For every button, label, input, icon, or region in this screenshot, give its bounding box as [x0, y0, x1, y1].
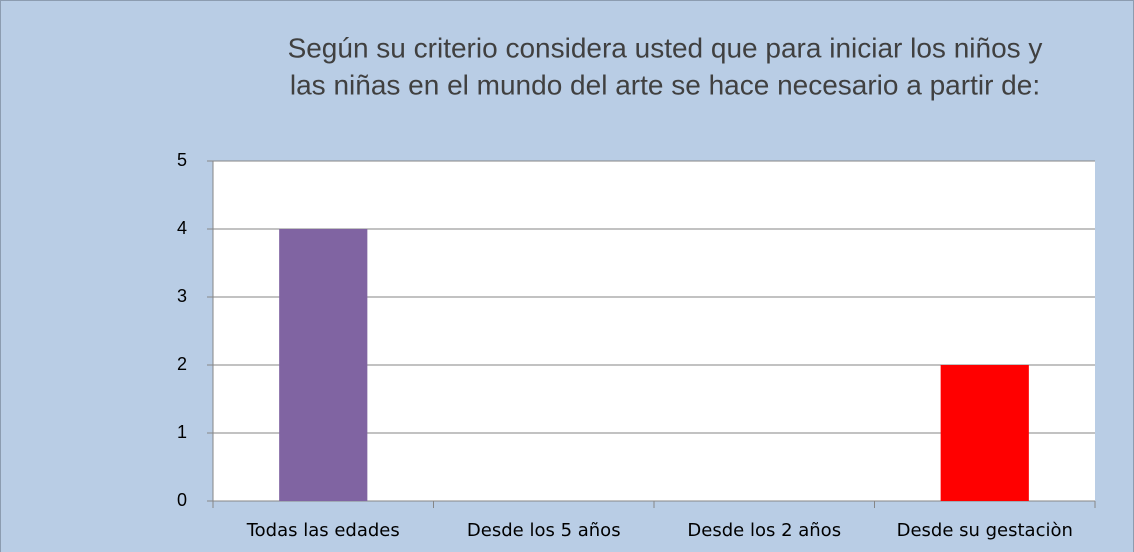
y-tick-label: 5: [177, 150, 187, 170]
x-tick-label: Desde su gestaciòn: [897, 520, 1073, 541]
x-tick-label: Todas las edades: [246, 520, 400, 541]
chart-title: Según su criterio considera usted que pa…: [288, 32, 1043, 63]
chart-title: las niñas en el mundo del arte se hace n…: [290, 69, 1040, 100]
x-tick-label: Desde los 2 años: [687, 520, 841, 541]
y-tick-label: 2: [177, 354, 187, 374]
y-tick-label: 3: [177, 286, 187, 306]
bar: [279, 229, 368, 501]
y-tick-label: 0: [177, 490, 187, 510]
y-tick-label: 4: [177, 218, 187, 238]
y-tick-label: 1: [177, 422, 187, 442]
x-tick-label: Desde los 5 años: [467, 520, 621, 541]
bar: [940, 365, 1029, 501]
